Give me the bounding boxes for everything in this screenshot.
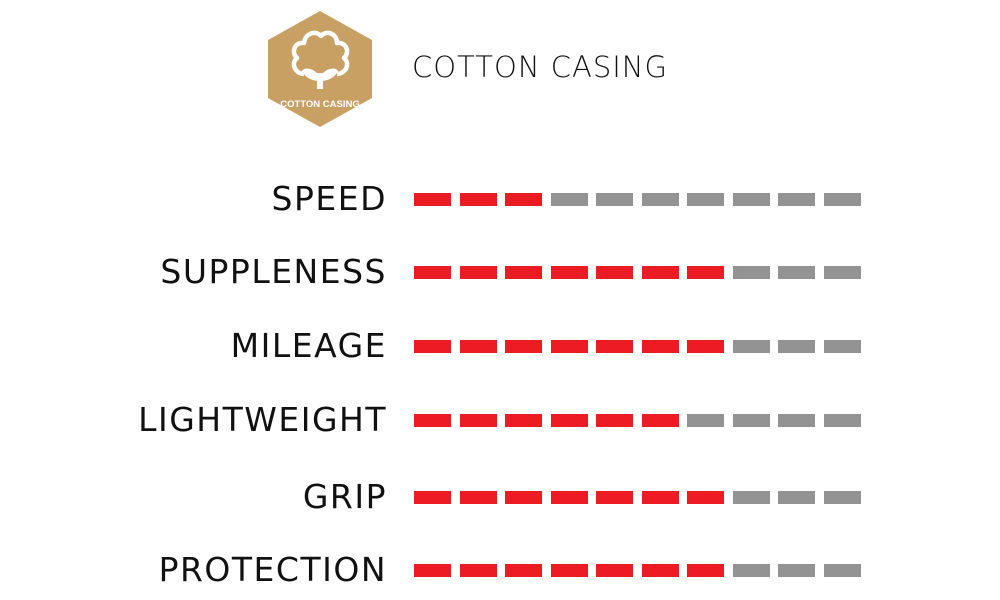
rating-row: LIGHTWEIGHT — [0, 400, 1000, 440]
rating-segment-filled — [459, 266, 497, 279]
rating-segment-filled — [596, 414, 633, 427]
rating-segment-filled — [641, 266, 679, 279]
rating-segment-filled — [414, 340, 451, 353]
rating-label: MILEAGE — [230, 326, 387, 365]
rating-row: PROTECTION — [0, 550, 1000, 590]
rating-segment-filled — [550, 414, 588, 427]
rating-segment-filled — [505, 340, 542, 353]
cotton-plant-icon — [291, 30, 350, 77]
rating-segment-empty — [687, 414, 724, 427]
rating-segment-filled — [505, 564, 542, 577]
rating-segment-empty — [778, 564, 815, 577]
rating-segment-empty — [778, 414, 815, 427]
rating-segment-empty — [823, 491, 861, 504]
rating-segment-empty — [732, 266, 770, 279]
rating-segment-filled — [459, 340, 497, 353]
rating-segment-filled — [687, 266, 724, 279]
rating-segment-empty — [732, 193, 770, 206]
rating-segment-empty — [778, 340, 815, 353]
rating-segment-empty — [823, 266, 861, 279]
rating-segment-filled — [687, 340, 724, 353]
rating-row: GRIP — [0, 477, 1000, 517]
rating-segment-filled — [641, 414, 679, 427]
rating-segment-filled — [505, 193, 542, 206]
rating-segment-filled — [687, 491, 724, 504]
rating-segment-empty — [823, 193, 861, 206]
rating-row: SUPPLENESS — [0, 252, 1000, 292]
rating-segment-filled — [596, 491, 633, 504]
rating-row: SPEED — [0, 179, 1000, 219]
rating-segment-filled — [414, 564, 451, 577]
rating-segment-filled — [550, 340, 588, 353]
rating-segment-empty — [732, 340, 770, 353]
rating-segment-empty — [823, 340, 861, 353]
rating-segment-filled — [641, 564, 679, 577]
rating-segment-empty — [550, 193, 588, 206]
rating-segment-empty — [778, 491, 815, 504]
rating-segment-filled — [550, 266, 588, 279]
rating-segment-filled — [505, 266, 542, 279]
rating-segment-empty — [823, 414, 861, 427]
rating-label: SUPPLENESS — [160, 252, 387, 291]
rating-segment-empty — [778, 266, 815, 279]
rating-segment-filled — [459, 564, 497, 577]
rating-segment-filled — [414, 266, 451, 279]
rating-segment-filled — [596, 564, 633, 577]
rating-segment-empty — [823, 564, 861, 577]
rating-label: LIGHTWEIGHT — [138, 400, 387, 439]
rating-segment-empty — [687, 193, 724, 206]
cotton-casing-badge: COTTON CASING — [268, 11, 372, 127]
rating-segment-filled — [596, 266, 633, 279]
rating-segment-filled — [459, 491, 497, 504]
rating-segment-filled — [641, 340, 679, 353]
rating-segment-filled — [414, 491, 451, 504]
rating-label: PROTECTION — [158, 550, 387, 589]
rating-segment-empty — [732, 491, 770, 504]
rating-label: GRIP — [302, 477, 387, 516]
rating-segment-empty — [778, 193, 815, 206]
page-title: COTTON CASING — [412, 50, 668, 84]
rating-segment-filled — [596, 340, 633, 353]
rating-label: SPEED — [271, 179, 387, 218]
rating-segment-filled — [459, 414, 497, 427]
rating-segment-empty — [732, 564, 770, 577]
rating-segment-filled — [550, 491, 588, 504]
rating-segment-filled — [687, 564, 724, 577]
rating-segment-filled — [414, 193, 451, 206]
rating-segment-filled — [550, 564, 588, 577]
rating-segment-filled — [505, 414, 542, 427]
badge-text: COTTON CASING — [280, 99, 360, 110]
rating-segment-filled — [505, 491, 542, 504]
rating-segment-empty — [641, 193, 679, 206]
rating-segment-filled — [641, 491, 679, 504]
rating-segment-empty — [596, 193, 633, 206]
rating-row: MILEAGE — [0, 326, 1000, 366]
rating-segment-filled — [414, 414, 451, 427]
rating-segment-filled — [459, 193, 497, 206]
rating-segment-empty — [732, 414, 770, 427]
